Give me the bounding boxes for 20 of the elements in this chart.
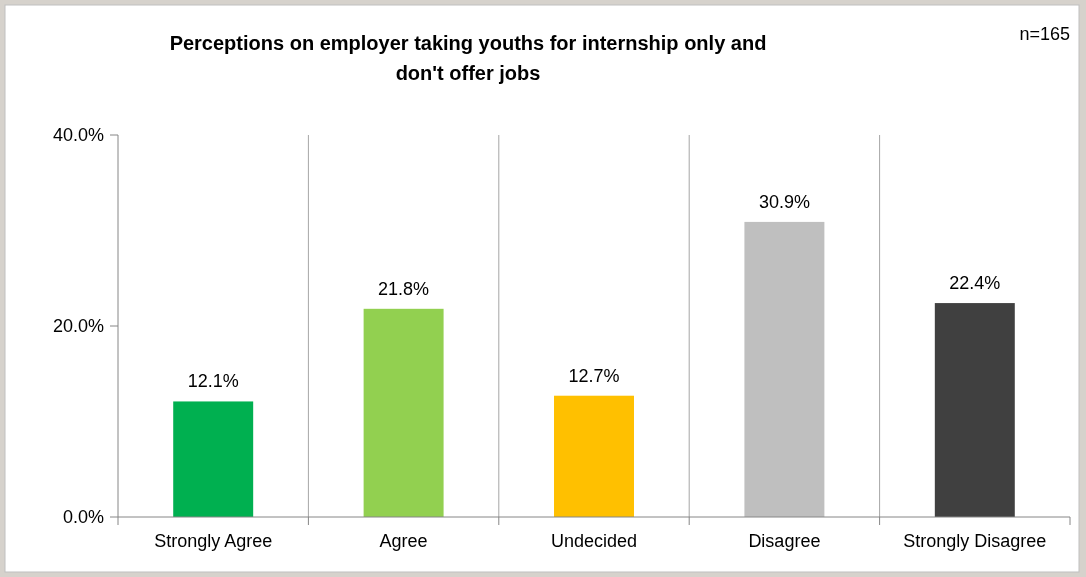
y-tick-label: 20.0% [52,316,104,337]
bar [934,303,1015,517]
x-tick-label: Strongly Disagree [903,531,1047,551]
bar [744,221,825,517]
text: n=165 [1019,24,1070,44]
x-tick-label: Strongly Agree [154,531,273,551]
bar [363,308,444,517]
data-label: 21.8% [378,278,430,299]
chart-title: Perceptions on employer taking youths for internship only and don't offer jobs [169,32,767,84]
y-tick-label: 0.0% [62,507,104,528]
x-tick-label: Disagree [748,531,821,551]
data-label: 22.4% [949,273,1001,294]
x-tick-label: Undecided [550,531,638,551]
data-label: 12.1% [187,371,239,392]
bar [554,395,634,517]
bar [173,401,254,517]
data-label: 12.7% [568,365,620,386]
y-tick-label: 40.0% [52,125,104,146]
data-label: 30.9% [758,191,810,212]
x-tick-label: Agree [379,531,428,551]
